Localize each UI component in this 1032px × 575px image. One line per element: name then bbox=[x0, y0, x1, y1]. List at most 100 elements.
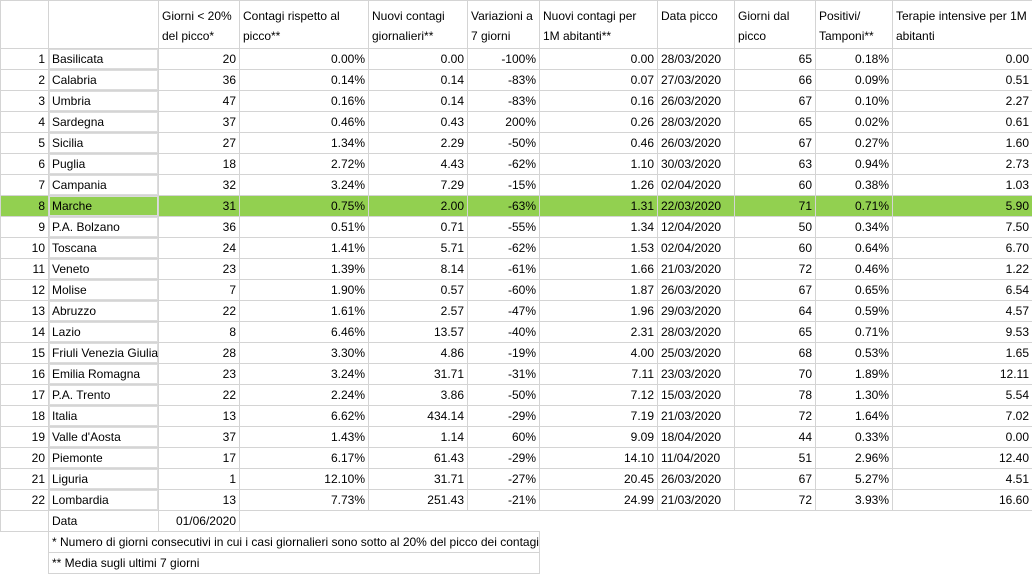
giorni-cell[interactable]: 36 bbox=[158, 69, 240, 91]
per-1m-cell[interactable]: 0.46 bbox=[539, 132, 658, 154]
per-1m-cell[interactable]: 0.16 bbox=[539, 90, 658, 112]
region-cell[interactable]: Emilia Romagna bbox=[48, 363, 159, 385]
data-picco-cell[interactable]: 21/03/2020 bbox=[657, 405, 735, 427]
nuovi-contagi-cell[interactable]: 3.86 bbox=[368, 384, 468, 406]
contagi-picco-cell[interactable]: 3.24% bbox=[239, 174, 369, 196]
terapie-intensive-cell[interactable]: 6.54 bbox=[892, 279, 1032, 301]
giorni-cell[interactable]: 36 bbox=[158, 216, 240, 238]
row-index[interactable]: 21 bbox=[0, 468, 49, 490]
contagi-picco-cell[interactable]: 0.75% bbox=[239, 195, 369, 217]
giorni-cell[interactable]: 23 bbox=[158, 363, 240, 385]
per-1m-cell[interactable]: 9.09 bbox=[539, 426, 658, 448]
giorni-cell[interactable]: 37 bbox=[158, 426, 240, 448]
positivi-tamponi-cell[interactable]: 0.71% bbox=[815, 195, 893, 217]
terapie-intensive-cell[interactable]: 4.57 bbox=[892, 300, 1032, 322]
nuovi-contagi-cell[interactable]: 31.71 bbox=[368, 468, 468, 490]
contagi-picco-cell[interactable]: 2.24% bbox=[239, 384, 369, 406]
empty-cell[interactable] bbox=[240, 511, 369, 532]
nuovi-contagi-cell[interactable]: 31.71 bbox=[368, 363, 468, 385]
contagi-picco-cell[interactable]: 6.62% bbox=[239, 405, 369, 427]
row-index[interactable]: 15 bbox=[0, 342, 49, 364]
nuovi-contagi-cell[interactable]: 7.29 bbox=[368, 174, 468, 196]
giorni-dal-picco-cell[interactable]: 67 bbox=[734, 468, 816, 490]
terapie-intensive-cell[interactable]: 2.27 bbox=[892, 90, 1032, 112]
nuovi-contagi-cell[interactable]: 13.57 bbox=[368, 321, 468, 343]
contagi-picco-cell[interactable]: 0.46% bbox=[239, 111, 369, 133]
nuovi-contagi-cell[interactable]: 0.14 bbox=[368, 69, 468, 91]
contagi-picco-cell[interactable]: 0.51% bbox=[239, 216, 369, 238]
per-1m-cell[interactable]: 24.99 bbox=[539, 489, 658, 511]
per-1m-cell[interactable]: 1.66 bbox=[539, 258, 658, 280]
nuovi-contagi-cell[interactable]: 0.57 bbox=[368, 279, 468, 301]
giorni-cell[interactable]: 13 bbox=[158, 489, 240, 511]
empty-cell[interactable] bbox=[540, 511, 658, 532]
contagi-picco-cell[interactable]: 1.90% bbox=[239, 279, 369, 301]
contagi-picco-cell[interactable]: 7.73% bbox=[239, 489, 369, 511]
row-index[interactable]: 9 bbox=[0, 216, 49, 238]
per-1m-cell[interactable]: 14.10 bbox=[539, 447, 658, 469]
positivi-tamponi-cell[interactable]: 0.53% bbox=[815, 342, 893, 364]
row-index[interactable]: 8 bbox=[0, 195, 49, 217]
region-cell[interactable]: Lazio bbox=[48, 321, 159, 343]
per-1m-cell[interactable]: 0.07 bbox=[539, 69, 658, 91]
giorni-cell[interactable]: 47 bbox=[158, 90, 240, 112]
nuovi-contagi-cell[interactable]: 0.00 bbox=[368, 48, 468, 70]
region-cell[interactable]: Piemonte bbox=[48, 447, 159, 469]
empty-cell[interactable] bbox=[0, 510, 49, 532]
variazioni-cell[interactable]: -62% bbox=[467, 237, 540, 259]
positivi-tamponi-cell[interactable]: 0.27% bbox=[815, 132, 893, 154]
giorni-dal-picco-cell[interactable]: 67 bbox=[734, 279, 816, 301]
positivi-tamponi-cell[interactable]: 0.34% bbox=[815, 216, 893, 238]
nuovi-contagi-cell[interactable]: 4.43 bbox=[368, 153, 468, 175]
row-index[interactable]: 5 bbox=[0, 132, 49, 154]
data-picco-cell[interactable]: 28/03/2020 bbox=[657, 321, 735, 343]
empty-cell[interactable] bbox=[658, 553, 735, 574]
variazioni-cell[interactable]: -21% bbox=[467, 489, 540, 511]
empty-cell[interactable] bbox=[658, 532, 735, 553]
region-cell[interactable]: Abruzzo bbox=[48, 300, 159, 322]
giorni-dal-picco-cell[interactable]: 50 bbox=[734, 216, 816, 238]
row-index[interactable]: 3 bbox=[0, 90, 49, 112]
row-index[interactable]: 14 bbox=[0, 321, 49, 343]
variazioni-cell[interactable]: -50% bbox=[467, 384, 540, 406]
giorni-dal-picco-cell[interactable]: 78 bbox=[734, 384, 816, 406]
empty-cell[interactable] bbox=[893, 532, 1032, 553]
variazioni-cell[interactable]: -27% bbox=[467, 468, 540, 490]
nuovi-contagi-cell[interactable]: 0.43 bbox=[368, 111, 468, 133]
contagi-picco-cell[interactable]: 0.16% bbox=[239, 90, 369, 112]
positivi-tamponi-cell[interactable]: 0.65% bbox=[815, 279, 893, 301]
row-index[interactable]: 10 bbox=[0, 237, 49, 259]
row-index[interactable]: 2 bbox=[0, 69, 49, 91]
data-picco-cell[interactable]: 02/04/2020 bbox=[657, 174, 735, 196]
variazioni-cell[interactable]: -50% bbox=[467, 132, 540, 154]
contagi-picco-cell[interactable]: 1.43% bbox=[239, 426, 369, 448]
region-cell[interactable]: Liguria bbox=[48, 468, 159, 490]
terapie-intensive-cell[interactable]: 5.90 bbox=[892, 195, 1032, 217]
header-cell-data-picco[interactable]: Data picco bbox=[657, 0, 735, 49]
row-index[interactable]: 1 bbox=[0, 48, 49, 70]
footnote[interactable]: * Numero di giorni consecutivi in cui i … bbox=[48, 531, 540, 553]
giorni-dal-picco-cell[interactable]: 60 bbox=[734, 237, 816, 259]
empty-cell[interactable] bbox=[893, 553, 1032, 574]
giorni-cell[interactable]: 17 bbox=[158, 447, 240, 469]
header-cell-index[interactable] bbox=[0, 0, 49, 49]
empty-cell[interactable] bbox=[1, 532, 49, 553]
giorni-cell[interactable]: 37 bbox=[158, 111, 240, 133]
nuovi-contagi-cell[interactable]: 61.43 bbox=[368, 447, 468, 469]
region-cell[interactable]: Puglia bbox=[48, 153, 159, 175]
terapie-intensive-cell[interactable]: 1.60 bbox=[892, 132, 1032, 154]
positivi-tamponi-cell[interactable]: 0.71% bbox=[815, 321, 893, 343]
contagi-picco-cell[interactable]: 1.39% bbox=[239, 258, 369, 280]
terapie-intensive-cell[interactable]: 5.54 bbox=[892, 384, 1032, 406]
giorni-dal-picco-cell[interactable]: 67 bbox=[734, 132, 816, 154]
terapie-intensive-cell[interactable]: 9.53 bbox=[892, 321, 1032, 343]
terapie-intensive-cell[interactable]: 16.60 bbox=[892, 489, 1032, 511]
nuovi-contagi-cell[interactable]: 4.86 bbox=[368, 342, 468, 364]
data-picco-cell[interactable]: 26/03/2020 bbox=[657, 90, 735, 112]
giorni-dal-picco-cell[interactable]: 63 bbox=[734, 153, 816, 175]
variazioni-cell[interactable]: -63% bbox=[467, 195, 540, 217]
variazioni-cell[interactable]: -19% bbox=[467, 342, 540, 364]
region-cell[interactable]: Umbria bbox=[48, 90, 159, 112]
positivi-tamponi-cell[interactable]: 0.94% bbox=[815, 153, 893, 175]
terapie-intensive-cell[interactable]: 2.73 bbox=[892, 153, 1032, 175]
